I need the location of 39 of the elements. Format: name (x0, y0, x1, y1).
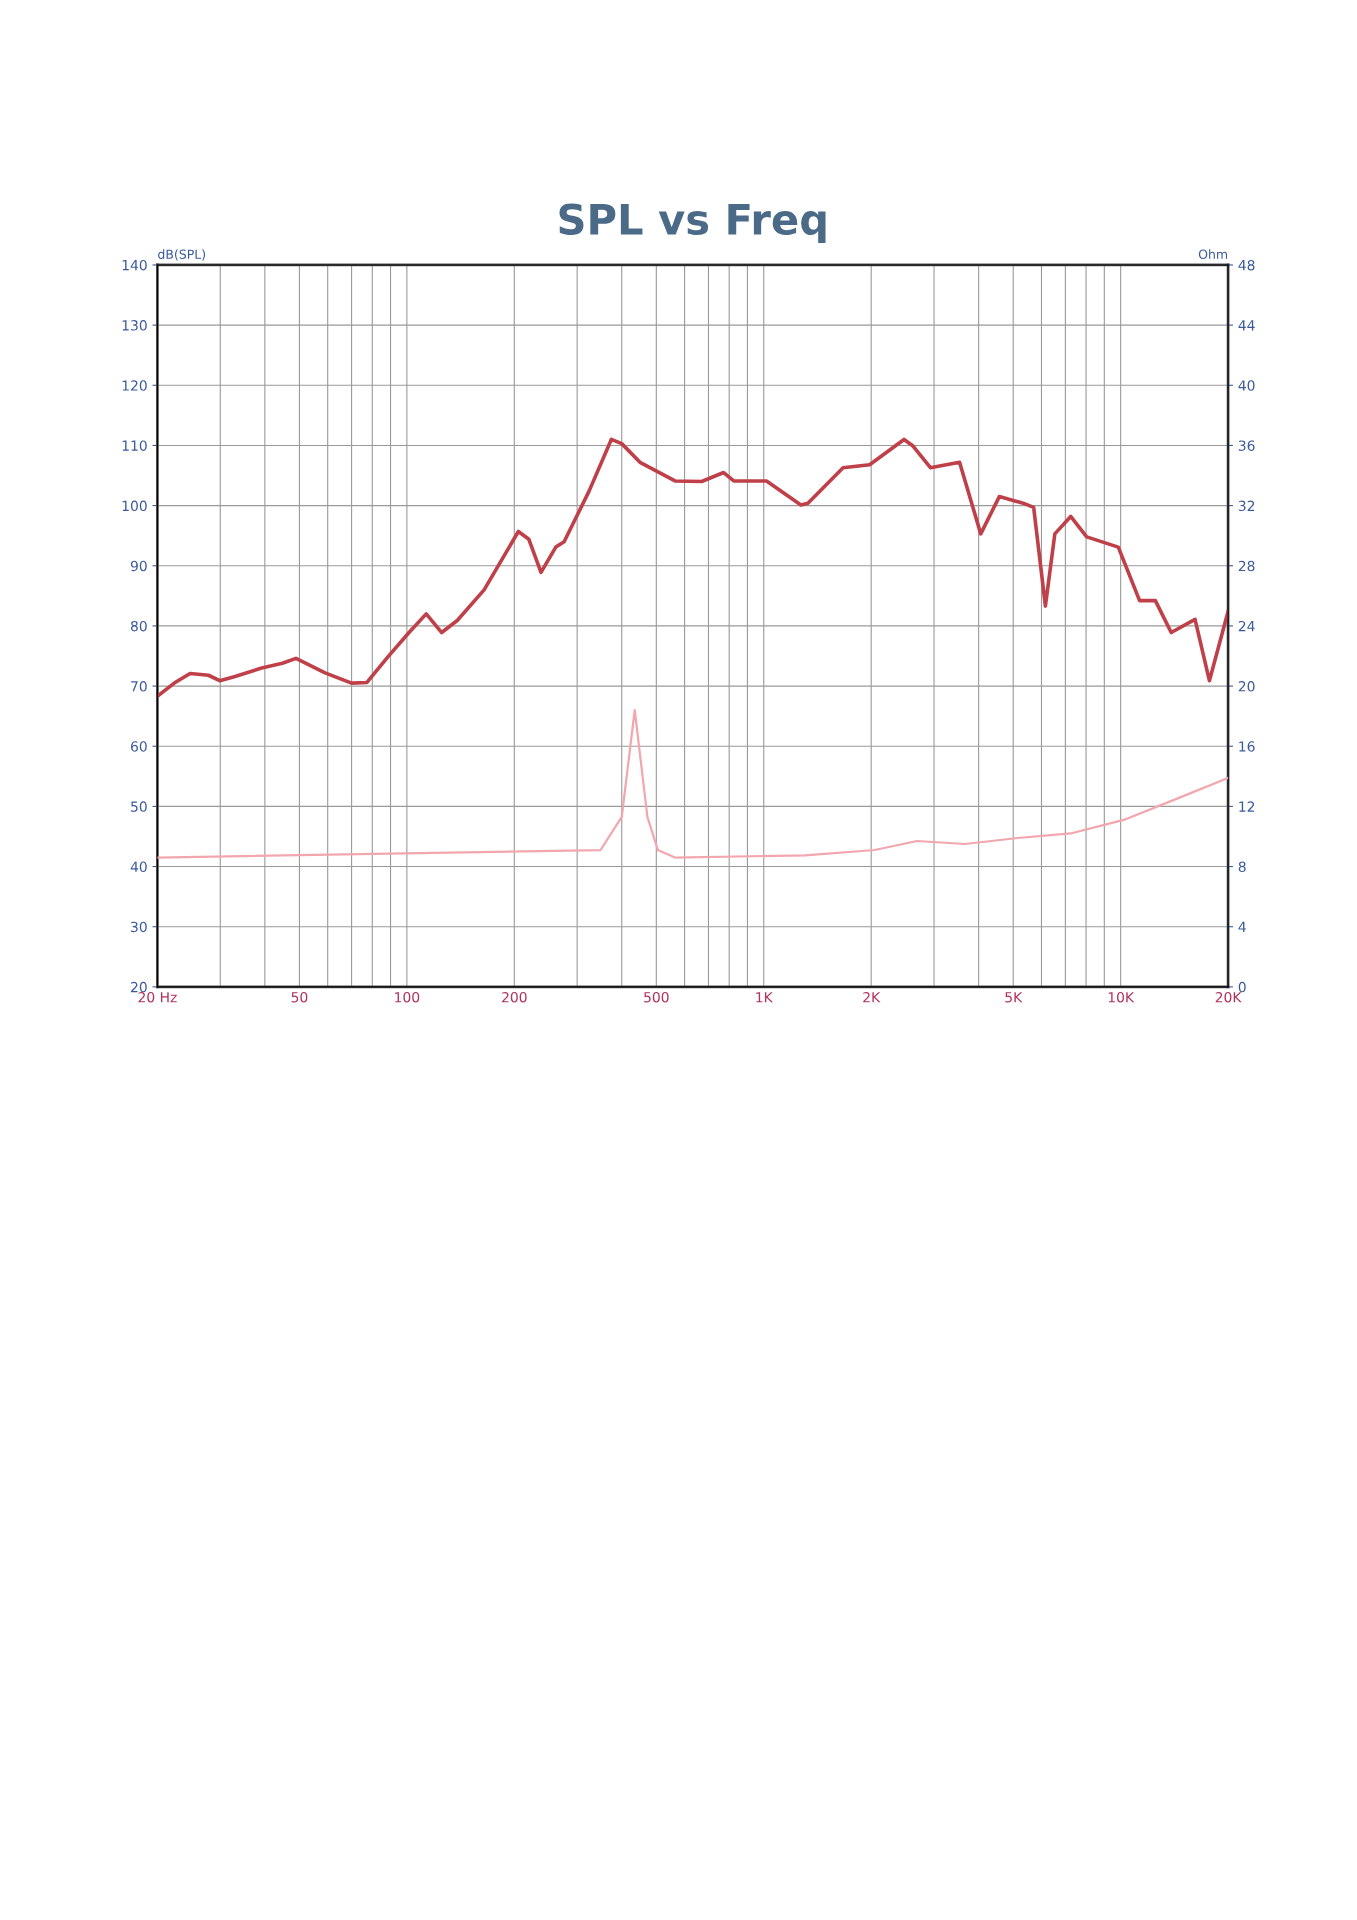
x-tick-label: 20 Hz (138, 991, 177, 1003)
y2-tick-label: 0 (1238, 981, 1246, 993)
y2-tick-label: 48 (1238, 259, 1255, 271)
y-tick-label: 90 (130, 560, 147, 572)
y-axis-title: dB(SPL) (158, 249, 206, 261)
x-tick-label: 10K (1108, 991, 1135, 1003)
y2-tick-label: 32 (1238, 500, 1255, 512)
y-tick-label: 20 (131, 981, 147, 993)
x-tick-label: 20K (1215, 991, 1242, 1003)
y-tick-label: 50 (131, 801, 147, 812)
y-tick-label: 60 (130, 741, 147, 752)
y2-tick-label: 4 (1238, 921, 1246, 932)
x-tick-label: 200 (502, 991, 527, 1003)
chart-title: SPL vs Freq (559, 203, 826, 244)
y-tick-label: 140 (122, 259, 147, 271)
y-tick-label: 100 (122, 500, 147, 512)
y2-tick-label: 36 (1238, 440, 1255, 451)
y-tick-label: 80 (130, 620, 147, 632)
y-tick-label: 40 (130, 861, 147, 873)
y2-tick-label: 44 (1238, 320, 1255, 331)
x-tick-label: 1K (756, 992, 774, 1003)
y-tick-label: 130 (122, 320, 147, 331)
x-tick-label: 5K (1005, 992, 1023, 1003)
x-tick-label: 100 (395, 991, 420, 1003)
x-tick-label: 500 (644, 991, 669, 1003)
y2-tick-label: 24 (1238, 620, 1255, 632)
y-tick-label: 120 (122, 380, 147, 391)
y2-tick-label: 28 (1238, 560, 1255, 572)
y2-tick-label: 8 (1238, 861, 1246, 873)
y2-tick-label: 40 (1238, 380, 1255, 391)
y-tick-label: 70 (131, 681, 147, 692)
y-tick-label: 30 (131, 921, 147, 933)
y2-axis-title: Ohm (1198, 249, 1228, 259)
y-tick-label: 110 (122, 440, 147, 451)
y2-tick-label: 20 (1238, 681, 1255, 692)
y2-tick-label: 12 (1239, 801, 1255, 812)
x-tick-label: 50 (291, 991, 308, 1003)
y2-tick-label: 16 (1239, 741, 1255, 752)
x-tick-label: 2K (863, 991, 881, 1003)
